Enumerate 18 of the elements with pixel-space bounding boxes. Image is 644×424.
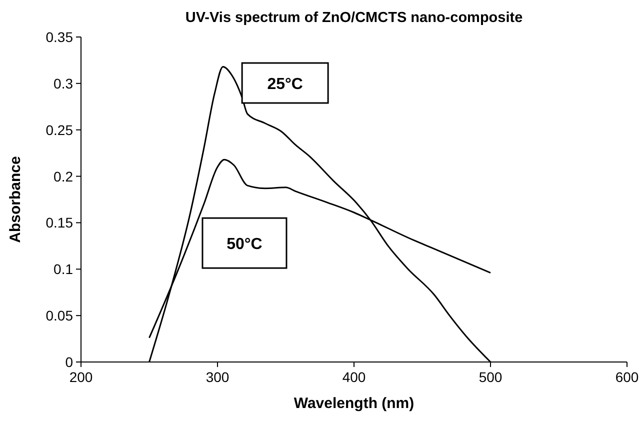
y-tick-label: 0.15: [46, 214, 74, 231]
x-tick-label: 200: [69, 369, 93, 385]
x-tick-label: 600: [615, 369, 639, 385]
x-tick-label: 300: [206, 369, 230, 385]
y-tick-label: 0: [65, 354, 74, 370]
y-tick-label: 0.2: [54, 168, 74, 184]
y-tick-label: 0.25: [46, 122, 74, 138]
y-tick-label: 0.05: [46, 308, 74, 324]
x-tick-label: 500: [478, 369, 502, 385]
chart-title: UV-Vis spectrum of ZnO/CMCTS nano-composite: [185, 10, 523, 26]
y-tick-label: 0.3: [54, 75, 74, 92]
x-axis-title: Wavelength (nm): [294, 395, 414, 412]
series-label: 25°C: [267, 76, 304, 93]
y-tick-label: 0.35: [46, 29, 74, 45]
y-tick-label: 0.1: [54, 261, 74, 278]
y-axis-title: Absorbance: [7, 156, 24, 243]
text: 50°C: [226, 236, 263, 254]
x-tick-label: 400: [342, 369, 366, 385]
